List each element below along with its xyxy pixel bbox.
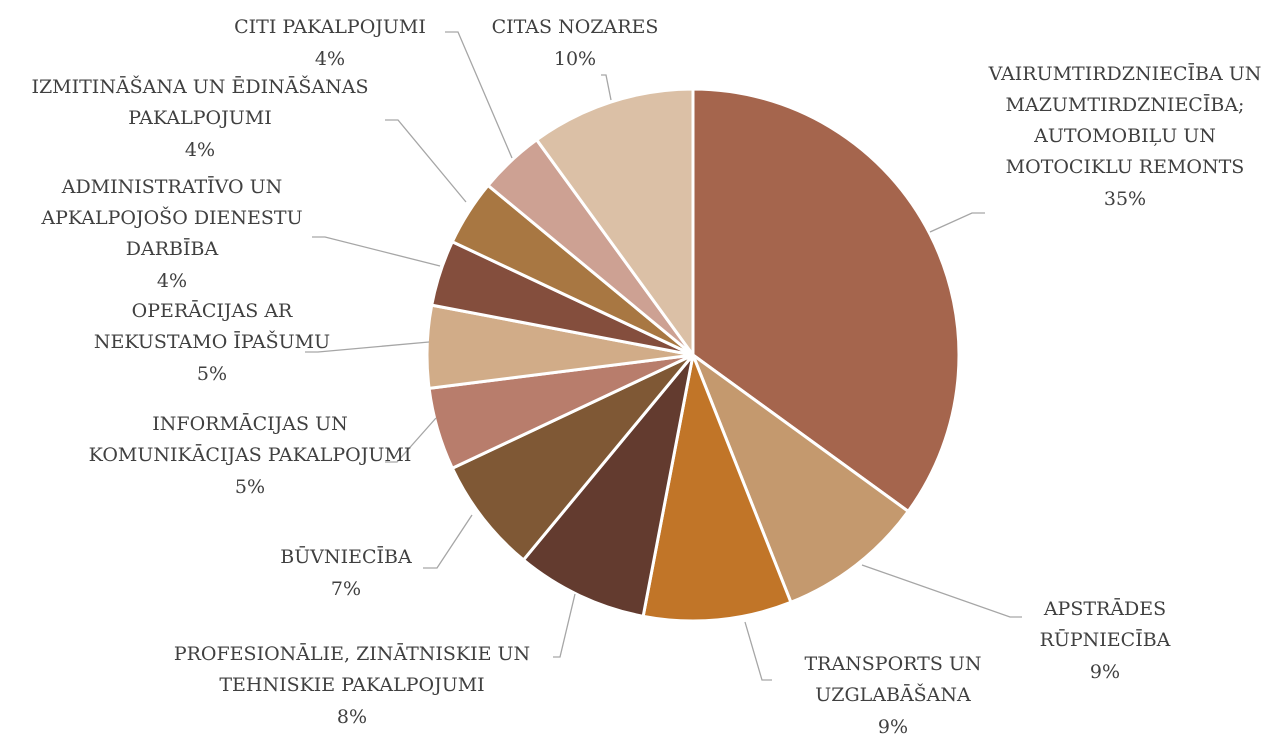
- leader-line: [312, 236, 441, 267]
- leader-line: [385, 119, 467, 203]
- leader-line: [423, 514, 473, 569]
- leader-line: [601, 74, 612, 101]
- slice-label: IZMITINĀŠANA UN ĒDINĀŠANAS PAKALPOJUMI: [31, 75, 368, 129]
- pie-slice: [689, 350, 911, 605]
- slice-label: CITI PAKALPOJUMI: [234, 16, 426, 38]
- pie-slice: [641, 349, 793, 623]
- slice-value-label: 9%: [878, 716, 908, 737]
- pie-slice: [450, 353, 695, 563]
- slice-value-label: 9%: [1090, 661, 1120, 683]
- pie-slice: [534, 87, 695, 360]
- slice-value-label: 10%: [554, 48, 596, 70]
- leader-line: [861, 564, 1022, 618]
- slice-label: PROFESIONĀLIE, ZINĀTNISKIE UN TEHNISKIE P…: [174, 642, 530, 696]
- pie-slice: [691, 87, 961, 514]
- leader-line: [385, 417, 437, 463]
- slice-value-label: 4%: [157, 270, 187, 292]
- slice-label: TRANSPORTS UN UZGLABĀŠANA: [804, 653, 981, 706]
- slice-value-label: 35%: [1104, 188, 1146, 210]
- leader-line: [553, 593, 576, 658]
- leader-line: [305, 341, 430, 353]
- slice-label: ADMINISTRATĪVO UN APKALPOJOŠO DIENESTU DAR…: [40, 175, 302, 260]
- slice-label: VAIRUMTIRDZNIECĪBA UN MAZUMTIRDZNIECĪBA; A…: [988, 62, 1262, 178]
- slice-label: BŪVNIECĪBA: [280, 545, 412, 568]
- leader-line: [929, 212, 985, 233]
- slice-label: OPERĀCIJAS AR NEKUSTAMO ĪPAŠUMU: [94, 299, 330, 353]
- slice-value-label: 4%: [185, 139, 215, 161]
- slice-label: INFORMĀCIJAS UN KOMUNIKĀCIJAS PAKALPOJUMI: [89, 412, 412, 466]
- slice-value-label: 8%: [337, 706, 367, 728]
- pie-slice: [521, 354, 695, 619]
- slice-value-label: 5%: [197, 363, 227, 385]
- slice-label: APSTRĀDES RŪPNIECĪBA: [1040, 597, 1171, 651]
- slice-value-label: 4%: [315, 48, 345, 70]
- slice-label: CITAS NOZARES: [492, 16, 659, 38]
- leader-line: [744, 621, 772, 681]
- slice-value-label: 5%: [235, 476, 265, 498]
- leader-line: [445, 31, 513, 159]
- slice-value-label: 7%: [331, 578, 361, 600]
